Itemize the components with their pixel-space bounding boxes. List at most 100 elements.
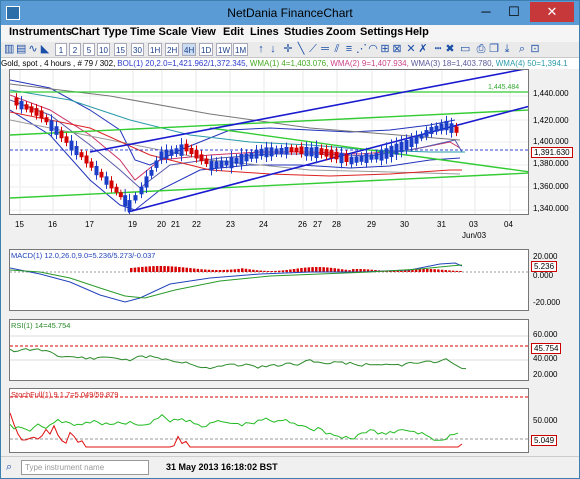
macd-histogram-bar <box>340 269 344 272</box>
fit-icon[interactable]: ⊡ <box>530 43 540 55</box>
candle-body <box>133 195 138 201</box>
pointer-icon[interactable]: ╲ <box>297 43 305 55</box>
macd-histogram-bar <box>229 269 233 272</box>
timeframe-1[interactable]: 1 <box>55 43 67 56</box>
macd-histogram-bar <box>311 267 314 272</box>
timeframe-1m[interactable]: 1M <box>233 43 249 56</box>
text-tool-icon[interactable]: ⊠ <box>392 43 402 55</box>
macd-histogram-bar <box>263 270 266 272</box>
menu-edit[interactable]: Edit <box>223 26 244 38</box>
zoom-icon[interactable]: ⌕ <box>518 43 526 55</box>
trendline-icon[interactable]: ⟋ <box>309 43 317 55</box>
candle-body <box>429 126 434 134</box>
macd-histogram-bar <box>396 270 399 272</box>
timeframe-10[interactable]: 10 <box>97 43 110 56</box>
candle-body <box>69 140 74 151</box>
macd-histogram-bar <box>185 267 188 272</box>
rsi-axis: 60.000 45.754 40.000 20.000 <box>529 319 577 381</box>
candle-body <box>449 123 454 133</box>
timeframe-2h[interactable]: 2H <box>165 43 180 56</box>
delete-line-icon[interactable]: ✕ <box>406 43 416 55</box>
timeframe-15[interactable]: 15 <box>114 43 127 56</box>
menu-settings[interactable]: Settings <box>360 26 404 38</box>
timeframe-4h[interactable]: 4H <box>182 43 197 56</box>
timeframe-1w[interactable]: 1W <box>216 43 232 56</box>
wma1-info: WMA(1) 4=1,403.076, <box>249 59 329 68</box>
menu-chart-type[interactable]: Chart Type <box>71 26 128 38</box>
delete-all-icon[interactable]: ✗ <box>418 43 428 55</box>
instrument-search-icon[interactable]: ⌕ <box>6 461 13 473</box>
line-chart-icon[interactable]: ∿ <box>28 43 38 55</box>
candle-body <box>209 160 214 171</box>
print-icon[interactable]: ⎙ <box>476 43 486 55</box>
macd-histogram-bar <box>155 266 159 272</box>
app-logo-icon <box>6 6 20 20</box>
green-trend-line <box>10 109 528 136</box>
candle-body <box>104 176 109 185</box>
month-label: Jun/03 <box>462 231 487 240</box>
price-label-1440: 1,440.000 <box>533 89 569 98</box>
price-chart: 1,445.484 <box>10 70 528 214</box>
rsi-panel[interactable]: RSI(1) 14=45.754 <box>9 319 529 381</box>
wma2-info: WMA(2) 9=1,407.934, <box>330 59 409 68</box>
macd-histogram-bar <box>281 270 285 272</box>
candle-body <box>399 141 404 153</box>
menu-zoom[interactable]: Zoom <box>326 26 356 38</box>
timeframe-1h[interactable]: 1H <box>148 43 163 56</box>
channel-icon[interactable]: ⫽ <box>334 43 340 55</box>
close-button[interactable]: ✕ <box>530 2 574 22</box>
macd-panel[interactable]: MACD(1) 12.0,26.0,9.0=5.236/5.273/-0.037 <box>9 249 529 311</box>
rsi-label: RSI(1) 14=45.754 <box>11 321 71 330</box>
timeframe-30[interactable]: 30 <box>131 43 144 56</box>
export-icon[interactable]: ⤓ <box>504 43 510 55</box>
macd-histogram-bar <box>152 266 155 272</box>
timeframe-2[interactable]: 2 <box>69 43 81 56</box>
menu-studies[interactable]: Studies <box>284 26 324 38</box>
date-label: 24 <box>259 220 268 229</box>
menu-help[interactable]: Help <box>405 26 429 38</box>
copy-icon[interactable]: ❐ <box>489 43 499 55</box>
macd-histogram-bar <box>448 270 451 272</box>
macd-histogram-bar <box>189 268 192 272</box>
price-label-1420: 1,420.000 <box>533 116 569 125</box>
candle-chart-icon[interactable]: ▤ <box>16 43 27 55</box>
line-style-icon[interactable]: ┅ <box>434 43 442 55</box>
grid-icon[interactable]: ⊞ <box>380 43 390 55</box>
arrow-down-icon[interactable]: ↓ <box>270 43 276 55</box>
macd-chart <box>10 262 528 303</box>
stochastic-panel[interactable]: StochFull(1) 9,1,7=5.049/59.879 <box>9 388 529 453</box>
instrument-search-input[interactable]: Type instrument name <box>21 460 149 475</box>
menu-time-scale[interactable]: Time Scale <box>130 26 188 38</box>
macd-histogram-bar <box>204 269 207 272</box>
crosshair-icon[interactable]: ✛ <box>283 43 293 55</box>
candle-body <box>74 146 79 156</box>
minimize-button[interactable]: ─ <box>481 4 491 19</box>
arrow-up-icon[interactable]: ↑ <box>258 43 264 55</box>
macd-histogram-bar <box>241 268 244 272</box>
menu-lines[interactable]: Lines <box>250 26 279 38</box>
horizontal-line-icon[interactable]: ═ <box>321 43 329 55</box>
candle-body <box>164 149 169 159</box>
macd-histogram-bar <box>370 269 373 272</box>
price-chart-panel[interactable]: 1,445.484 <box>9 69 529 215</box>
fibonacci-icon[interactable]: ≡ <box>345 43 353 55</box>
area-chart-icon[interactable]: ◣ <box>40 43 50 55</box>
candle-body <box>354 156 359 163</box>
menu-instruments[interactable]: Instruments <box>9 26 72 38</box>
macd-histogram-bar <box>278 270 281 272</box>
candle-body <box>294 147 299 153</box>
timeframe-5[interactable]: 5 <box>83 43 95 56</box>
delete-study-icon[interactable]: ✖ <box>445 43 455 55</box>
candle-body <box>344 154 349 163</box>
arc-icon[interactable]: ◠ <box>368 43 378 55</box>
date-label: 21 <box>171 220 180 229</box>
macd-histogram-bar <box>167 266 170 272</box>
bar-chart-icon[interactable]: ▥ <box>4 43 15 55</box>
maximize-button[interactable]: ☐ <box>508 4 520 19</box>
macd-label: MACD(1) 12.0,26.0,9.0=5.236/5.273/-0.037 <box>11 251 156 260</box>
menu-view[interactable]: View <box>191 26 216 38</box>
fan-icon[interactable]: ⋰ <box>356 43 367 55</box>
candle-body <box>89 161 94 168</box>
timeframe-1d[interactable]: 1D <box>199 43 214 56</box>
square-icon[interactable]: ▭ <box>460 43 471 55</box>
